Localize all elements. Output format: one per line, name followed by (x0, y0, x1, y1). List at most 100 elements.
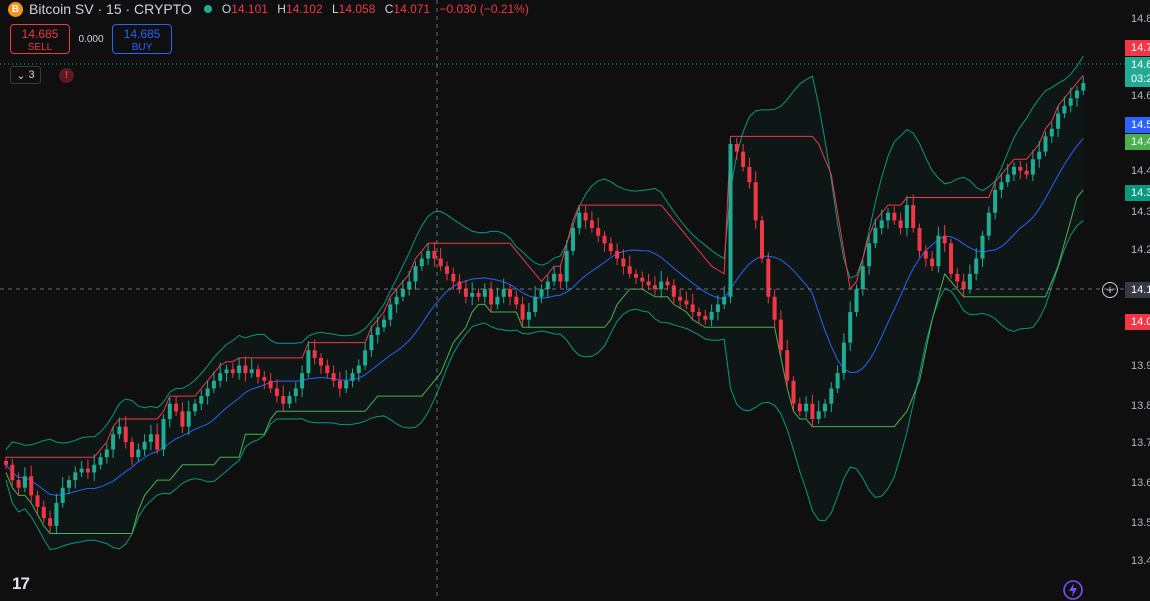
candle-body (438, 258, 443, 267)
candle-body (709, 312, 714, 320)
candle (1018, 160, 1023, 180)
tradingview-logo[interactable]: 17 (12, 574, 30, 593)
market-status-dot (203, 5, 212, 13)
candle (1049, 122, 1054, 143)
candle (85, 459, 90, 479)
candle-body (621, 258, 626, 267)
candle-body (142, 441, 147, 450)
candle-body (54, 502, 59, 526)
candle (911, 194, 916, 233)
candle-body (325, 365, 330, 374)
price-axis-label: 13.9 (1131, 360, 1150, 372)
candle (400, 279, 405, 302)
candle (886, 208, 890, 229)
candle-body (432, 250, 437, 259)
candle (1024, 163, 1029, 180)
candle (407, 270, 412, 296)
price-axis-label: 13.6 (1131, 477, 1150, 489)
candle-body (1012, 166, 1016, 175)
candle-body (533, 296, 538, 313)
candle-body (1024, 170, 1029, 175)
candle (810, 394, 815, 428)
candle-body (79, 468, 84, 473)
candle-body (816, 411, 821, 419)
symbol-title[interactable]: Bitcoin SV · 15 · CRYPTO (29, 1, 192, 17)
candle (463, 279, 468, 304)
candle (974, 247, 979, 281)
candle (451, 267, 456, 290)
candle-body (615, 250, 620, 259)
candle-body (407, 281, 412, 290)
candle (224, 364, 229, 382)
candle (772, 289, 777, 329)
candle (256, 364, 260, 384)
candle-body (205, 388, 210, 397)
candle-body (646, 281, 651, 286)
candle (860, 260, 865, 296)
candle (111, 426, 116, 458)
candle-body (293, 388, 298, 397)
candle-body (804, 403, 809, 412)
sell-button[interactable]: 14.685 SELL (10, 24, 70, 54)
warning-icon[interactable]: ! (59, 68, 74, 83)
indicators-collapse-button[interactable]: ⌄ 3 (10, 66, 41, 84)
candle (167, 397, 172, 428)
candle-body (634, 273, 638, 278)
candle (142, 434, 147, 457)
candle-body (123, 426, 128, 442)
candle (1005, 163, 1010, 187)
candle-body (1068, 98, 1073, 106)
candle (457, 273, 462, 294)
candle (1043, 131, 1048, 157)
price-tag: 14.3 (1125, 185, 1150, 201)
candle-body (986, 212, 991, 236)
basis-line (5, 137, 1084, 496)
candle-body (923, 250, 928, 259)
candle (697, 307, 701, 325)
candle-body (400, 289, 405, 297)
candle (760, 215, 764, 264)
candle-body (1030, 159, 1035, 175)
candle-body (930, 258, 935, 267)
candle-body (1005, 174, 1010, 183)
candle (262, 370, 267, 390)
candle-body (92, 464, 97, 473)
candle-body (35, 495, 40, 507)
candle (678, 289, 683, 309)
candle-body (268, 380, 273, 389)
candle (54, 493, 59, 535)
candle-body (886, 212, 890, 221)
buy-button[interactable]: 14.685 BUY (112, 24, 172, 54)
trade-panel: 14.685 SELL 0.000 14.685 BUY (10, 24, 172, 54)
candle-body (489, 289, 494, 305)
candle (92, 454, 97, 481)
candle-body (552, 273, 557, 282)
candle-body (766, 258, 771, 297)
candle-body (690, 304, 695, 313)
candle (35, 490, 40, 516)
candle-body (829, 388, 834, 404)
candle-body (892, 212, 897, 221)
candle (545, 275, 550, 298)
candle (123, 415, 128, 449)
candle-body (10, 464, 15, 481)
candle-body (791, 380, 796, 404)
candle-body (337, 380, 342, 389)
candle-body (545, 281, 550, 290)
candle (608, 237, 613, 256)
price-tag: 14.5 (1125, 117, 1150, 133)
candle-body (627, 266, 632, 274)
candle (564, 240, 569, 290)
candle (205, 380, 210, 405)
candle (904, 195, 909, 237)
candle-body (375, 327, 380, 335)
candle (1081, 76, 1086, 96)
candle (319, 353, 323, 374)
candle-body (955, 273, 960, 282)
candle (930, 250, 935, 271)
candle (363, 342, 368, 371)
add-price-alert-icon[interactable]: + (1102, 282, 1118, 298)
candle-body (287, 396, 292, 404)
lightning-icon[interactable] (1062, 579, 1084, 601)
